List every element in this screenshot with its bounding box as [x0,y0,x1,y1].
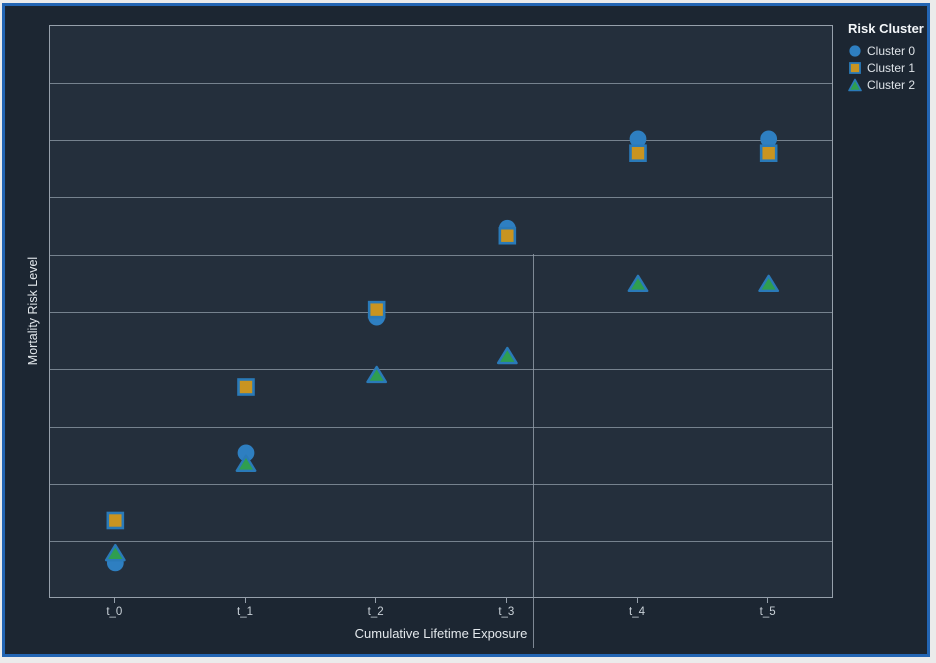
y-gridline [50,369,832,371]
x-tick-mark [244,598,246,603]
x-tick-label-t_5: t_5 [759,606,776,618]
marker-cluster-2-t_4[interactable] [627,274,649,293]
x-tick-label-t_1: t_1 [237,606,253,618]
vertical-spike-line [532,254,534,648]
legend-item-label: Cluster 2 [867,77,916,92]
x-tick-mark [113,598,115,603]
y-gridline [50,541,832,543]
marker-cluster-1-t_1[interactable] [237,378,255,396]
x-tick-label-t_3: t_3 [498,606,515,618]
marker-cluster-1-t_5[interactable] [759,144,778,163]
legend-item-label: Cluster 1 [867,60,916,75]
marker-cluster-1-t_3[interactable] [498,226,517,245]
marker-cluster-1-t_4[interactable] [629,144,647,163]
legend-item-cluster-2[interactable]: Cluster 2 [848,76,934,93]
marker-cluster-0-t_4[interactable] [629,130,647,148]
legend-item-label: Cluster 0 [867,43,916,58]
y-gridline [50,312,832,313]
y-gridline [50,254,832,256]
legend-item-cluster-0[interactable]: Cluster 0 [848,42,934,59]
legend-circle-icon [849,44,861,57]
x-axis-title: Cumulative Lifetime Exposure [354,626,528,641]
x-tick-mark [767,598,769,603]
x-tick-mark [636,598,638,603]
legend-square-icon [849,61,861,74]
marker-cluster-1-t_0[interactable] [106,511,125,530]
marker-cluster-2-t_3[interactable] [496,346,518,365]
plot-area [49,25,833,598]
legend-title: Risk Cluster [848,21,924,36]
x-tick-mark [375,598,377,603]
y-gridline [50,140,832,142]
y-gridline [50,197,832,199]
marker-cluster-2-t_5[interactable] [758,274,780,293]
x-tick-label-t_2: t_2 [367,606,384,618]
y-gridline [50,426,832,428]
x-tick-mark [505,598,507,603]
marker-cluster-2-t_0[interactable] [104,543,126,562]
x-tick-label-t_4: t_4 [629,606,645,618]
legend-item-cluster-1[interactable]: Cluster 1 [848,59,934,76]
legend: Risk Cluster Cluster 0 Cluster 1 Cluster 2 [848,21,934,93]
marker-cluster-0-t_1[interactable] [237,444,255,462]
y-gridline [50,82,832,84]
marker-cluster-0-t_5[interactable] [760,130,778,148]
marker-cluster-1-t_2[interactable] [367,300,386,319]
x-tick-label-t_0: t_0 [106,606,123,618]
legend-triangle-icon [848,78,862,91]
y-axis-title: Mortality Risk Level [26,256,40,366]
marker-cluster-2-t_2[interactable] [366,365,388,384]
y-gridline [50,483,832,485]
marker-cluster-2-t_1[interactable] [235,454,257,472]
legend-items: Cluster 0 Cluster 1 Cluster 2 [848,42,934,93]
